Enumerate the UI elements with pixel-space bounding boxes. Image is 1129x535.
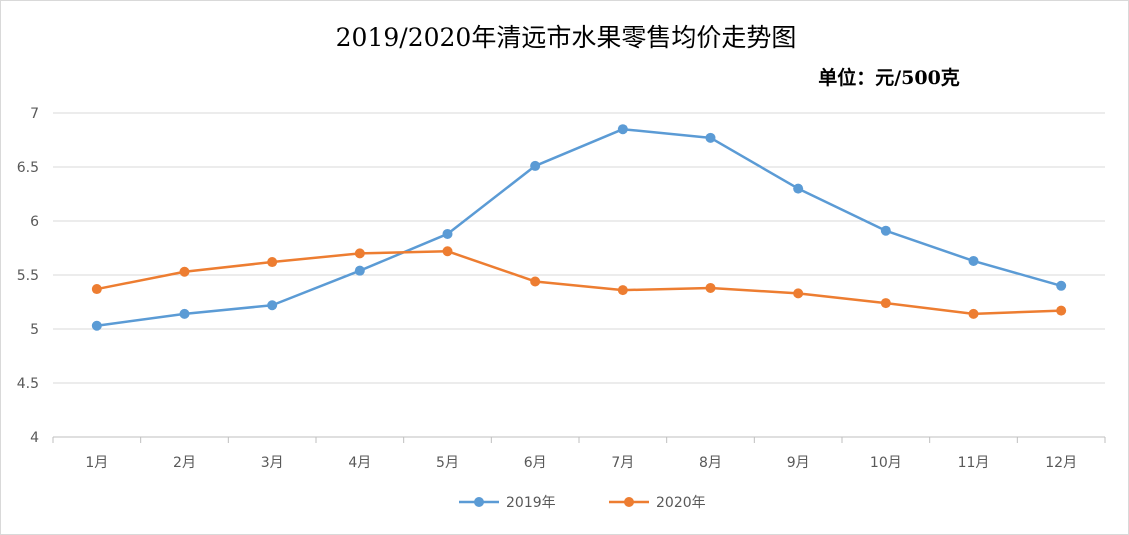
x-tick-label: 7月 xyxy=(611,455,634,471)
y-tick-label: 6.5 xyxy=(17,160,39,176)
series-2 xyxy=(91,246,1067,319)
data-point xyxy=(968,255,979,266)
data-point xyxy=(793,288,804,299)
series-1 xyxy=(91,124,1067,331)
legend-marker xyxy=(474,497,484,507)
x-tick-label: 8月 xyxy=(699,455,722,471)
y-tick-label: 4 xyxy=(30,430,39,446)
y-tick-label: 7 xyxy=(30,106,39,122)
x-tick-label: 3月 xyxy=(261,455,284,471)
data-point xyxy=(530,276,541,287)
data-point xyxy=(530,160,541,171)
legend-label: 2019年 xyxy=(506,495,556,511)
x-tick-label: 10月 xyxy=(870,455,902,471)
data-point xyxy=(91,320,102,331)
data-point xyxy=(354,248,365,259)
data-point xyxy=(1056,280,1067,291)
data-point xyxy=(1056,305,1067,316)
y-tick-label: 6 xyxy=(30,214,39,230)
x-axis-ticks: 1月 2月 3月 4月 5月 6月 7月 8月 9月 10月 11月 12月 xyxy=(85,455,1077,471)
data-point xyxy=(354,265,365,276)
data-point xyxy=(179,308,190,319)
x-tick-label: 11月 xyxy=(958,455,990,471)
data-point xyxy=(179,266,190,277)
x-tick-label: 4月 xyxy=(348,455,371,471)
data-point xyxy=(880,298,891,309)
x-tick-label: 5月 xyxy=(436,455,459,471)
data-point xyxy=(705,132,716,143)
x-tick-label: 1月 xyxy=(85,455,108,471)
x-tick-label: 12月 xyxy=(1045,455,1077,471)
series-lines xyxy=(91,124,1067,331)
legend-item: 2019年 xyxy=(459,495,556,511)
data-point xyxy=(968,308,979,319)
grid-lines xyxy=(53,112,1105,384)
series-line xyxy=(95,127,1063,328)
y-tick-label: 4.5 xyxy=(17,376,39,392)
data-point xyxy=(267,300,278,311)
x-tick-label: 6月 xyxy=(524,455,547,471)
data-point xyxy=(91,284,102,295)
y-axis-ticks: 4 4.5 5 5.5 6 6.5 7 xyxy=(17,106,39,446)
legend-marker xyxy=(624,497,634,507)
y-tick-label: 5 xyxy=(30,322,39,338)
chart-title: 2019/2020年清远市水果零售均价走势图 xyxy=(336,23,797,52)
chart-unit-label: 单位：元/500克 xyxy=(818,66,960,89)
data-point xyxy=(617,124,628,135)
x-tick-label: 2月 xyxy=(173,455,196,471)
legend-label: 2020年 xyxy=(656,495,706,511)
legend: 2019年 2020年 xyxy=(459,495,706,511)
data-point xyxy=(267,257,278,268)
x-tick-label: 9月 xyxy=(787,455,810,471)
data-point xyxy=(442,228,453,239)
x-axis xyxy=(52,436,1106,443)
series-line xyxy=(95,249,1063,316)
y-tick-label: 5.5 xyxy=(17,268,39,284)
data-point xyxy=(617,285,628,296)
legend-item: 2020年 xyxy=(609,495,706,511)
data-point xyxy=(442,246,453,257)
data-point xyxy=(880,225,891,236)
data-point xyxy=(705,282,716,293)
data-point xyxy=(793,183,804,194)
